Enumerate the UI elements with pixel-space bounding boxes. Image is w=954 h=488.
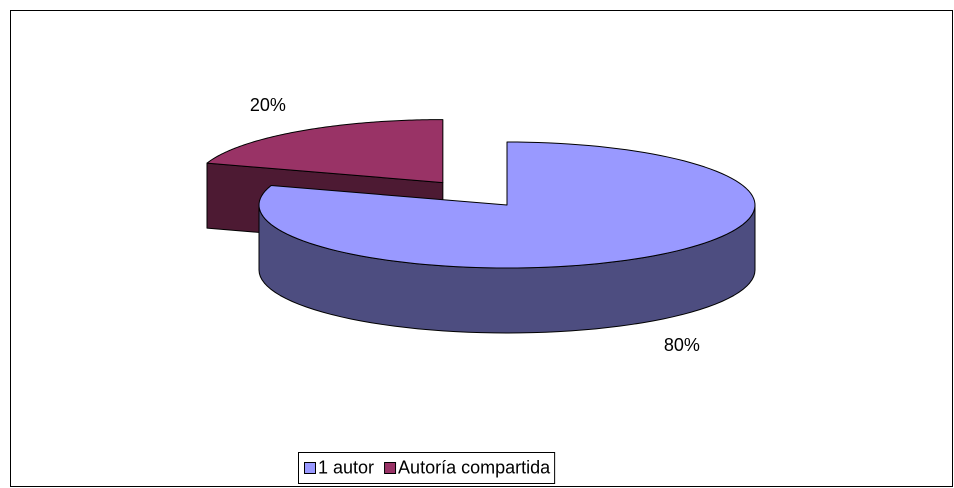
pie: 80% 20%	[206, 95, 756, 355]
data-label: 80%	[664, 335, 700, 355]
slice	[206, 119, 444, 184]
legend-swatch	[304, 462, 316, 474]
slice	[258, 141, 756, 269]
legend-label: Autoría compartida	[398, 457, 551, 477]
legend-swatch	[384, 462, 397, 474]
legend: 1 autor Autoría compartida	[298, 452, 556, 484]
data-label: 20%	[250, 95, 286, 115]
legend-box	[298, 452, 556, 484]
legend-label: 1 autor	[318, 457, 374, 477]
